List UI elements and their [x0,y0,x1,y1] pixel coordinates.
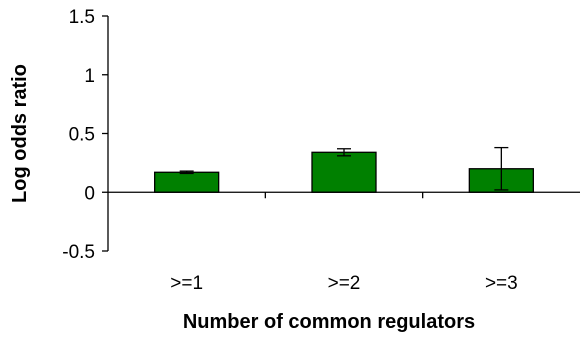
y-tick-label: 1 [84,66,95,87]
y-tick-label: 1.5 [69,7,95,28]
x-tick-label: >=1 [170,273,203,294]
bar [154,171,220,193]
axes [107,16,580,251]
x-axis-title: Number of common regulators [183,311,475,333]
x-tick-label: >=2 [328,273,361,294]
y-tick-label: 0 [84,183,95,204]
y-axis-title: Log odds ratio [9,64,31,203]
bar [311,151,377,193]
y-tick-label: 0.5 [69,125,95,146]
y-tick-label: -0.5 [62,242,95,263]
y-axis-ticks: -0.5 0 0.5 1 1.5 [62,7,108,263]
x-tick-label: >=3 [485,273,518,294]
error-bars [179,146,509,191]
x-axis-labels: >=1 >=2 >=3 [170,273,517,294]
bars [154,151,534,193]
